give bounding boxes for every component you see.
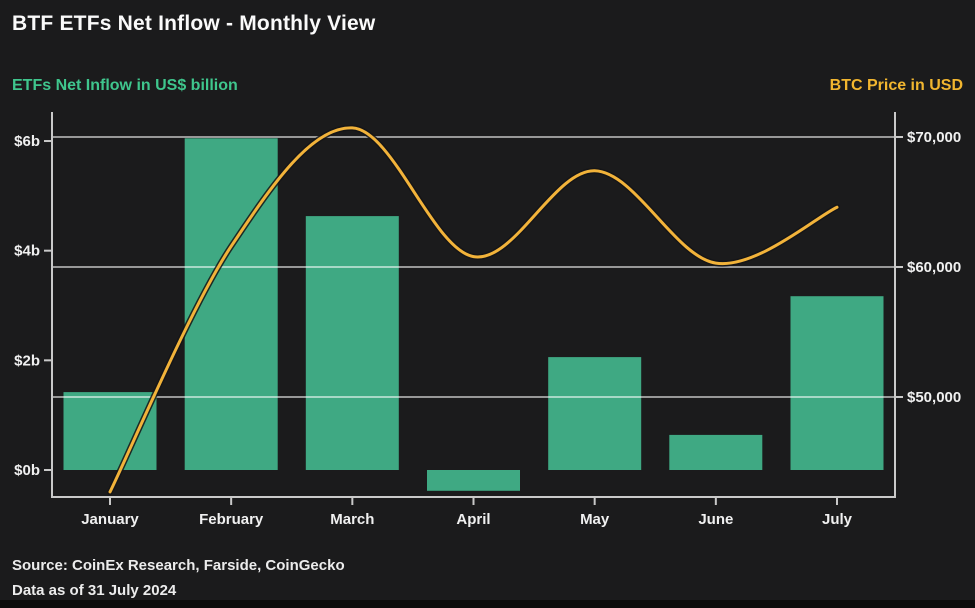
chart-title: BTF ETFs Net Inflow - Monthly View bbox=[12, 12, 376, 35]
source-block: Source: CoinEx Research, Farside, CoinGe… bbox=[12, 553, 345, 603]
bar-june bbox=[669, 434, 763, 470]
bar-march bbox=[305, 216, 399, 470]
month-label-june: June bbox=[698, 511, 733, 528]
right-axis-tick-label: $70,000 bbox=[907, 129, 961, 146]
left-axis-tick-label: $4b bbox=[14, 243, 40, 260]
left-axis-tick-label: $2b bbox=[14, 352, 40, 369]
bar-april bbox=[427, 470, 520, 491]
source-line: Source: CoinEx Research, Farside, CoinGe… bbox=[12, 557, 345, 574]
month-label-april: April bbox=[456, 511, 490, 528]
bar-july bbox=[790, 296, 884, 470]
right-axis-tick-label: $50,000 bbox=[907, 389, 961, 406]
btc-price-line bbox=[108, 126, 839, 494]
right-axis-title: BTC Price in USD bbox=[829, 77, 963, 94]
right-axis-tick-label: $60,000 bbox=[907, 259, 961, 276]
month-label-february: February bbox=[199, 511, 264, 528]
bottom-strip bbox=[0, 600, 975, 608]
bar-january bbox=[63, 392, 157, 470]
data-as-of-line: Data as of 31 July 2024 bbox=[12, 582, 177, 599]
left-axis-tick-label: $0b bbox=[14, 462, 40, 479]
left-axis-title: ETFs Net Inflow in US$ billion bbox=[12, 77, 238, 94]
bar-may bbox=[548, 357, 642, 470]
month-label-may: May bbox=[580, 511, 610, 528]
left-axis-tick-label: $6b bbox=[14, 133, 40, 150]
month-label-july: July bbox=[822, 511, 853, 528]
month-label-march: March bbox=[330, 511, 374, 528]
month-label-january: January bbox=[81, 511, 139, 528]
